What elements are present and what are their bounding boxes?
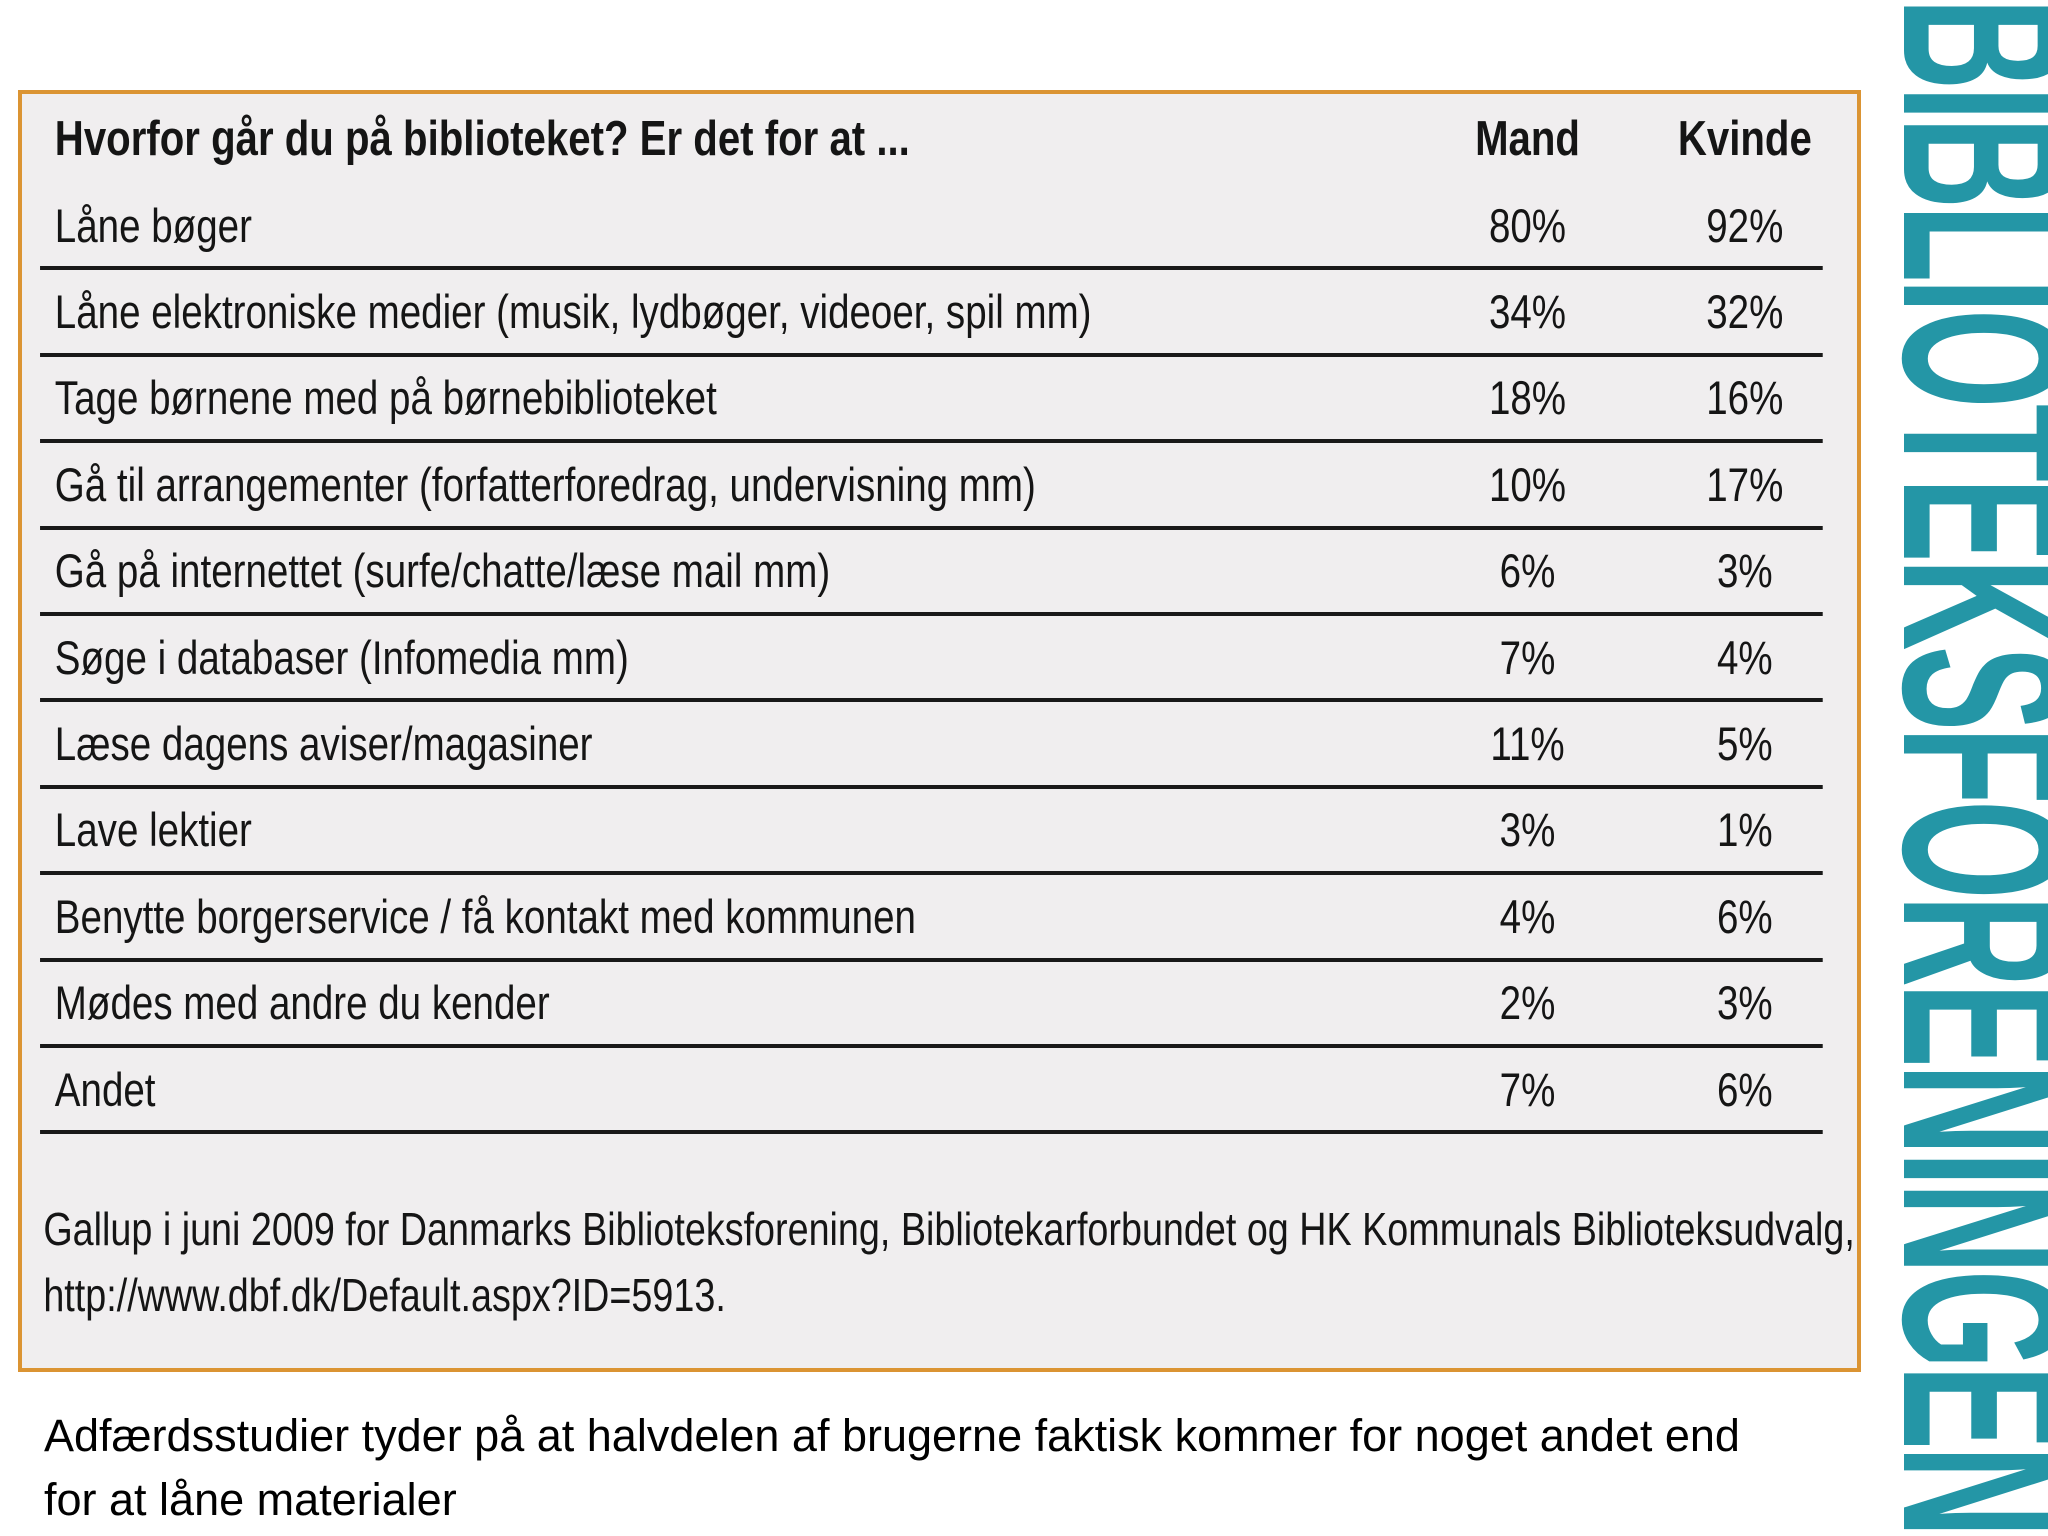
row-label: Låne elektroniske medier (musik, lydbøge… [54,285,1092,339]
table-row: Lave lektier 3% 1% [40,789,1823,876]
table-row: Benytte borgerservice / få kontakt med k… [40,875,1823,962]
row-label: Læse dagens aviser/magasiner [54,717,593,771]
table-row: Låne bøger 80% 92% [40,184,1823,271]
row-label: Benytte borgerservice / få kontakt med k… [54,889,916,943]
table-row: Søge i databaser (Infomedia mm) 7% 4% [40,616,1823,703]
row-value-mand: 34% [1488,285,1567,339]
source-note-line2: http://www.dbf.dk/Default.aspx?ID=5913. [43,1269,726,1322]
survey-table: Hvorfor går du på biblioteket? Er det fo… [22,94,1857,1328]
table-question-header: Hvorfor går du på biblioteket? Er det fo… [54,112,910,166]
row-label: Gå på internettet (surfe/chatte/læse mai… [54,544,831,598]
row-value-kvinde: 17% [1706,457,1784,511]
column-header-mand: Mand [1475,112,1580,166]
row-value-mand: 7% [1499,630,1556,684]
row-value-kvinde: 32% [1706,285,1784,339]
row-value-mand: 80% [1488,198,1567,252]
survey-table-panel: Hvorfor går du på biblioteket? Er det fo… [18,90,1861,1372]
row-label: Gå til arrangementer (forfatterforedrag,… [54,457,1036,511]
table-row: Andet 7% 6% [40,1048,1823,1135]
table-row: Tage børnene med på børnebiblioteket 18%… [40,357,1823,444]
table-rows: Låne bøger 80% 92% Låne elektroniske med… [22,184,1857,1135]
row-value-kvinde: 6% [1716,889,1773,943]
table-row: Læse dagens aviser/magasiner 11% 5% [40,702,1823,789]
row-value-kvinde: 1% [1716,803,1773,857]
row-label: Mødes med andre du kender [54,976,550,1030]
row-value-kvinde: 6% [1716,1062,1773,1116]
table-row: Gå til arrangementer (forfatterforedrag,… [40,443,1823,530]
row-value-mand: 3% [1499,803,1556,857]
table-row: Mødes med andre du kender 2% 3% [40,962,1823,1048]
row-label: Andet [54,1062,156,1116]
row-value-mand: 11% [1490,717,1565,771]
source-note: Gallup i juni 2009 for Danmarks Bibliote… [43,1196,1855,1328]
row-value-mand: 6% [1499,544,1556,598]
row-label: Tage børnene med på børnebiblioteket [54,371,717,425]
row-label: Låne bøger [54,198,252,252]
row-value-kvinde: 5% [1716,717,1773,771]
slide-caption-line1: Adfærdsstudier tyder på at halvdelen af … [44,1410,1740,1461]
source-note-line1: Gallup i juni 2009 for Danmarks Bibliote… [43,1203,1855,1256]
row-value-kvinde: 92% [1706,198,1784,252]
row-value-kvinde: 4% [1716,630,1773,684]
table-row: Gå på internettet (surfe/chatte/læse mai… [40,530,1823,616]
row-label: Lave lektier [54,803,252,857]
row-value-kvinde: 3% [1716,976,1773,1030]
row-value-mand: 2% [1499,976,1556,1030]
row-value-mand: 18% [1488,371,1567,425]
table-row: Låne elektroniske medier (musik, lydbøge… [40,270,1823,357]
row-value-mand: 7% [1499,1062,1556,1116]
row-value-kvinde: 16% [1706,371,1784,425]
row-value-mand: 10% [1488,457,1567,511]
row-value-mand: 4% [1499,889,1556,943]
column-header-kvinde: Kvinde [1677,112,1812,166]
row-label: Søge i databaser (Infomedia mm) [54,630,629,684]
table-header-row: Hvorfor går du på biblioteket? Er det fo… [40,94,1823,184]
biblioteksforeningen-wordmark: BIBLIOTEKSFORENINGEN [1855,0,2048,1534]
row-value-kvinde: 3% [1716,544,1773,598]
slide-caption-line2: for at låne materialer [44,1474,457,1525]
slide-caption: Adfærdsstudier tyder på at halvdelen af … [44,1404,1740,1532]
